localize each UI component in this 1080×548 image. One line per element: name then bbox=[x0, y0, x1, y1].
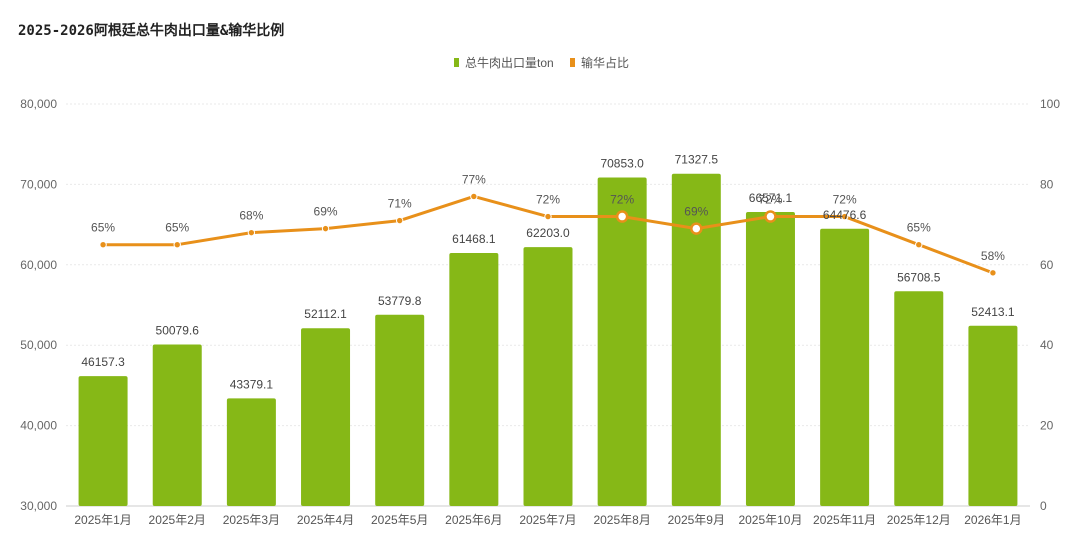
x-tick-label: 2025年5月 bbox=[371, 513, 428, 527]
line-point bbox=[395, 216, 404, 225]
legend-line-swatch bbox=[570, 58, 575, 67]
bar-data-label: 62203.0 bbox=[526, 226, 570, 240]
bar-data-label: 43379.1 bbox=[230, 377, 274, 391]
bar bbox=[745, 211, 795, 506]
line-data-label: 65% bbox=[907, 221, 931, 235]
bar bbox=[226, 398, 276, 506]
y-right-tick-label: 60 bbox=[1040, 258, 1054, 272]
bar bbox=[820, 228, 870, 506]
line-point bbox=[321, 224, 330, 233]
y-right-tick-label: 80 bbox=[1040, 177, 1054, 191]
x-tick-label: 2025年10月 bbox=[738, 513, 802, 527]
bar-data-label: 70853.0 bbox=[600, 157, 644, 171]
bar bbox=[152, 344, 202, 506]
bar-data-label: 53779.8 bbox=[378, 294, 422, 308]
line-data-label: 72% bbox=[758, 193, 782, 207]
bar-data-label: 50079.6 bbox=[156, 324, 200, 338]
y-left-tick-label: 30,000 bbox=[20, 499, 57, 513]
x-tick-label: 2025年2月 bbox=[149, 513, 206, 527]
bar bbox=[597, 177, 647, 507]
y-left-tick-label: 70,000 bbox=[20, 177, 57, 191]
line-point bbox=[764, 210, 777, 223]
x-tick-label: 2025年3月 bbox=[223, 513, 280, 527]
bar-data-label: 56708.5 bbox=[897, 270, 941, 284]
y-right-tick-label: 20 bbox=[1040, 419, 1054, 433]
y-left-tick-label: 60,000 bbox=[20, 258, 57, 272]
line-point bbox=[173, 241, 181, 249]
bar bbox=[375, 314, 425, 506]
x-tick-label: 2025年4月 bbox=[297, 513, 354, 527]
line-point bbox=[840, 212, 849, 221]
y-right-tick-label: 0 bbox=[1040, 499, 1047, 513]
bar bbox=[449, 252, 499, 506]
line-point bbox=[989, 269, 997, 277]
bar-data-label: 52413.1 bbox=[971, 305, 1015, 319]
y-left-tick-label: 40,000 bbox=[20, 419, 57, 433]
chart-title: 2025-2026阿根廷总牛肉出口量&输华比例 bbox=[18, 23, 285, 39]
line-data-label: 72% bbox=[833, 193, 857, 207]
line-data-label: 65% bbox=[165, 221, 189, 235]
x-tick-label: 2025年11月 bbox=[813, 513, 876, 527]
x-tick-label: 2025年6月 bbox=[445, 513, 502, 527]
x-tick-label: 2025年8月 bbox=[593, 513, 650, 527]
bar-data-label: 66571.1 bbox=[749, 191, 793, 205]
line-data-label: 58% bbox=[981, 249, 1005, 263]
legend-line-label: 输华占比 bbox=[581, 55, 629, 70]
line-data-label: 77% bbox=[462, 172, 486, 186]
line-data-label: 69% bbox=[684, 205, 708, 219]
x-tick-label: 2025年7月 bbox=[519, 513, 576, 527]
legend-bar-swatch bbox=[454, 58, 459, 67]
y-left-tick-label: 50,000 bbox=[20, 338, 57, 352]
line-point bbox=[690, 222, 703, 235]
line-point bbox=[915, 241, 923, 249]
bar bbox=[894, 291, 944, 506]
bar bbox=[523, 247, 573, 506]
line-data-label: 68% bbox=[239, 209, 263, 223]
bar bbox=[968, 325, 1018, 506]
bar bbox=[671, 173, 721, 506]
line-data-label: 65% bbox=[91, 221, 115, 235]
bar-data-label: 61468.1 bbox=[452, 232, 496, 246]
y-right-tick-label: 40 bbox=[1040, 338, 1054, 352]
line-data-label: 71% bbox=[388, 197, 412, 211]
y-right-tick-label: 100 bbox=[1040, 97, 1060, 111]
line-data-label: 69% bbox=[314, 205, 338, 219]
line-point bbox=[99, 241, 107, 249]
line-data-label: 72% bbox=[536, 193, 560, 207]
bar bbox=[78, 376, 128, 506]
y-left-tick-label: 80,000 bbox=[20, 97, 57, 111]
legend-bar-label: 总牛肉出口量ton bbox=[465, 55, 554, 70]
bar-data-label: 64476.6 bbox=[823, 208, 867, 222]
bar-data-label: 46157.3 bbox=[81, 355, 125, 369]
bar bbox=[301, 328, 351, 506]
bar-data-label: 71327.5 bbox=[675, 153, 719, 167]
bar-data-label: 52112.1 bbox=[304, 307, 347, 321]
x-tick-label: 2026年1月 bbox=[964, 513, 1021, 527]
line-data-label: 72% bbox=[610, 193, 634, 207]
line-point bbox=[470, 192, 478, 201]
x-tick-label: 2025年12月 bbox=[887, 513, 951, 527]
x-tick-label: 2025年9月 bbox=[668, 513, 725, 527]
line-point bbox=[247, 228, 256, 237]
line-point bbox=[615, 210, 629, 223]
line-point bbox=[544, 212, 552, 221]
x-tick-label: 2025年1月 bbox=[74, 513, 131, 527]
